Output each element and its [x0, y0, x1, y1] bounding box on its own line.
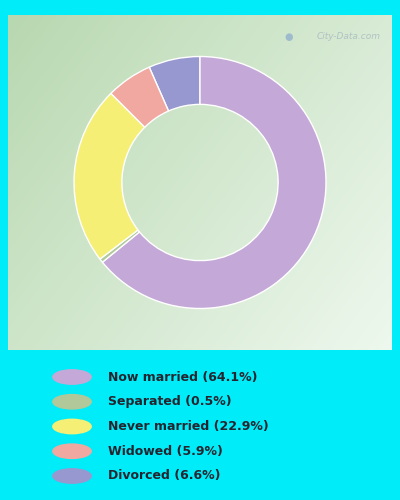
Text: Separated (0.5%): Separated (0.5%) [108, 395, 232, 408]
Text: Marital status in Mercer Island, WA: Marital status in Mercer Island, WA [22, 21, 378, 40]
Wedge shape [149, 56, 200, 111]
Circle shape [53, 370, 91, 384]
Circle shape [53, 469, 91, 483]
Text: Now married (64.1%): Now married (64.1%) [108, 370, 258, 384]
Circle shape [53, 444, 91, 458]
Text: Widowed (5.9%): Widowed (5.9%) [108, 445, 223, 458]
Text: City-Data.com: City-Data.com [316, 32, 380, 41]
Text: Never married (22.9%): Never married (22.9%) [108, 420, 269, 433]
Wedge shape [102, 56, 326, 308]
Circle shape [53, 420, 91, 434]
Wedge shape [111, 67, 168, 128]
Circle shape [53, 394, 91, 409]
Wedge shape [100, 230, 140, 262]
Text: ●: ● [284, 32, 293, 42]
Text: Divorced (6.6%): Divorced (6.6%) [108, 470, 220, 482]
Wedge shape [74, 94, 145, 259]
